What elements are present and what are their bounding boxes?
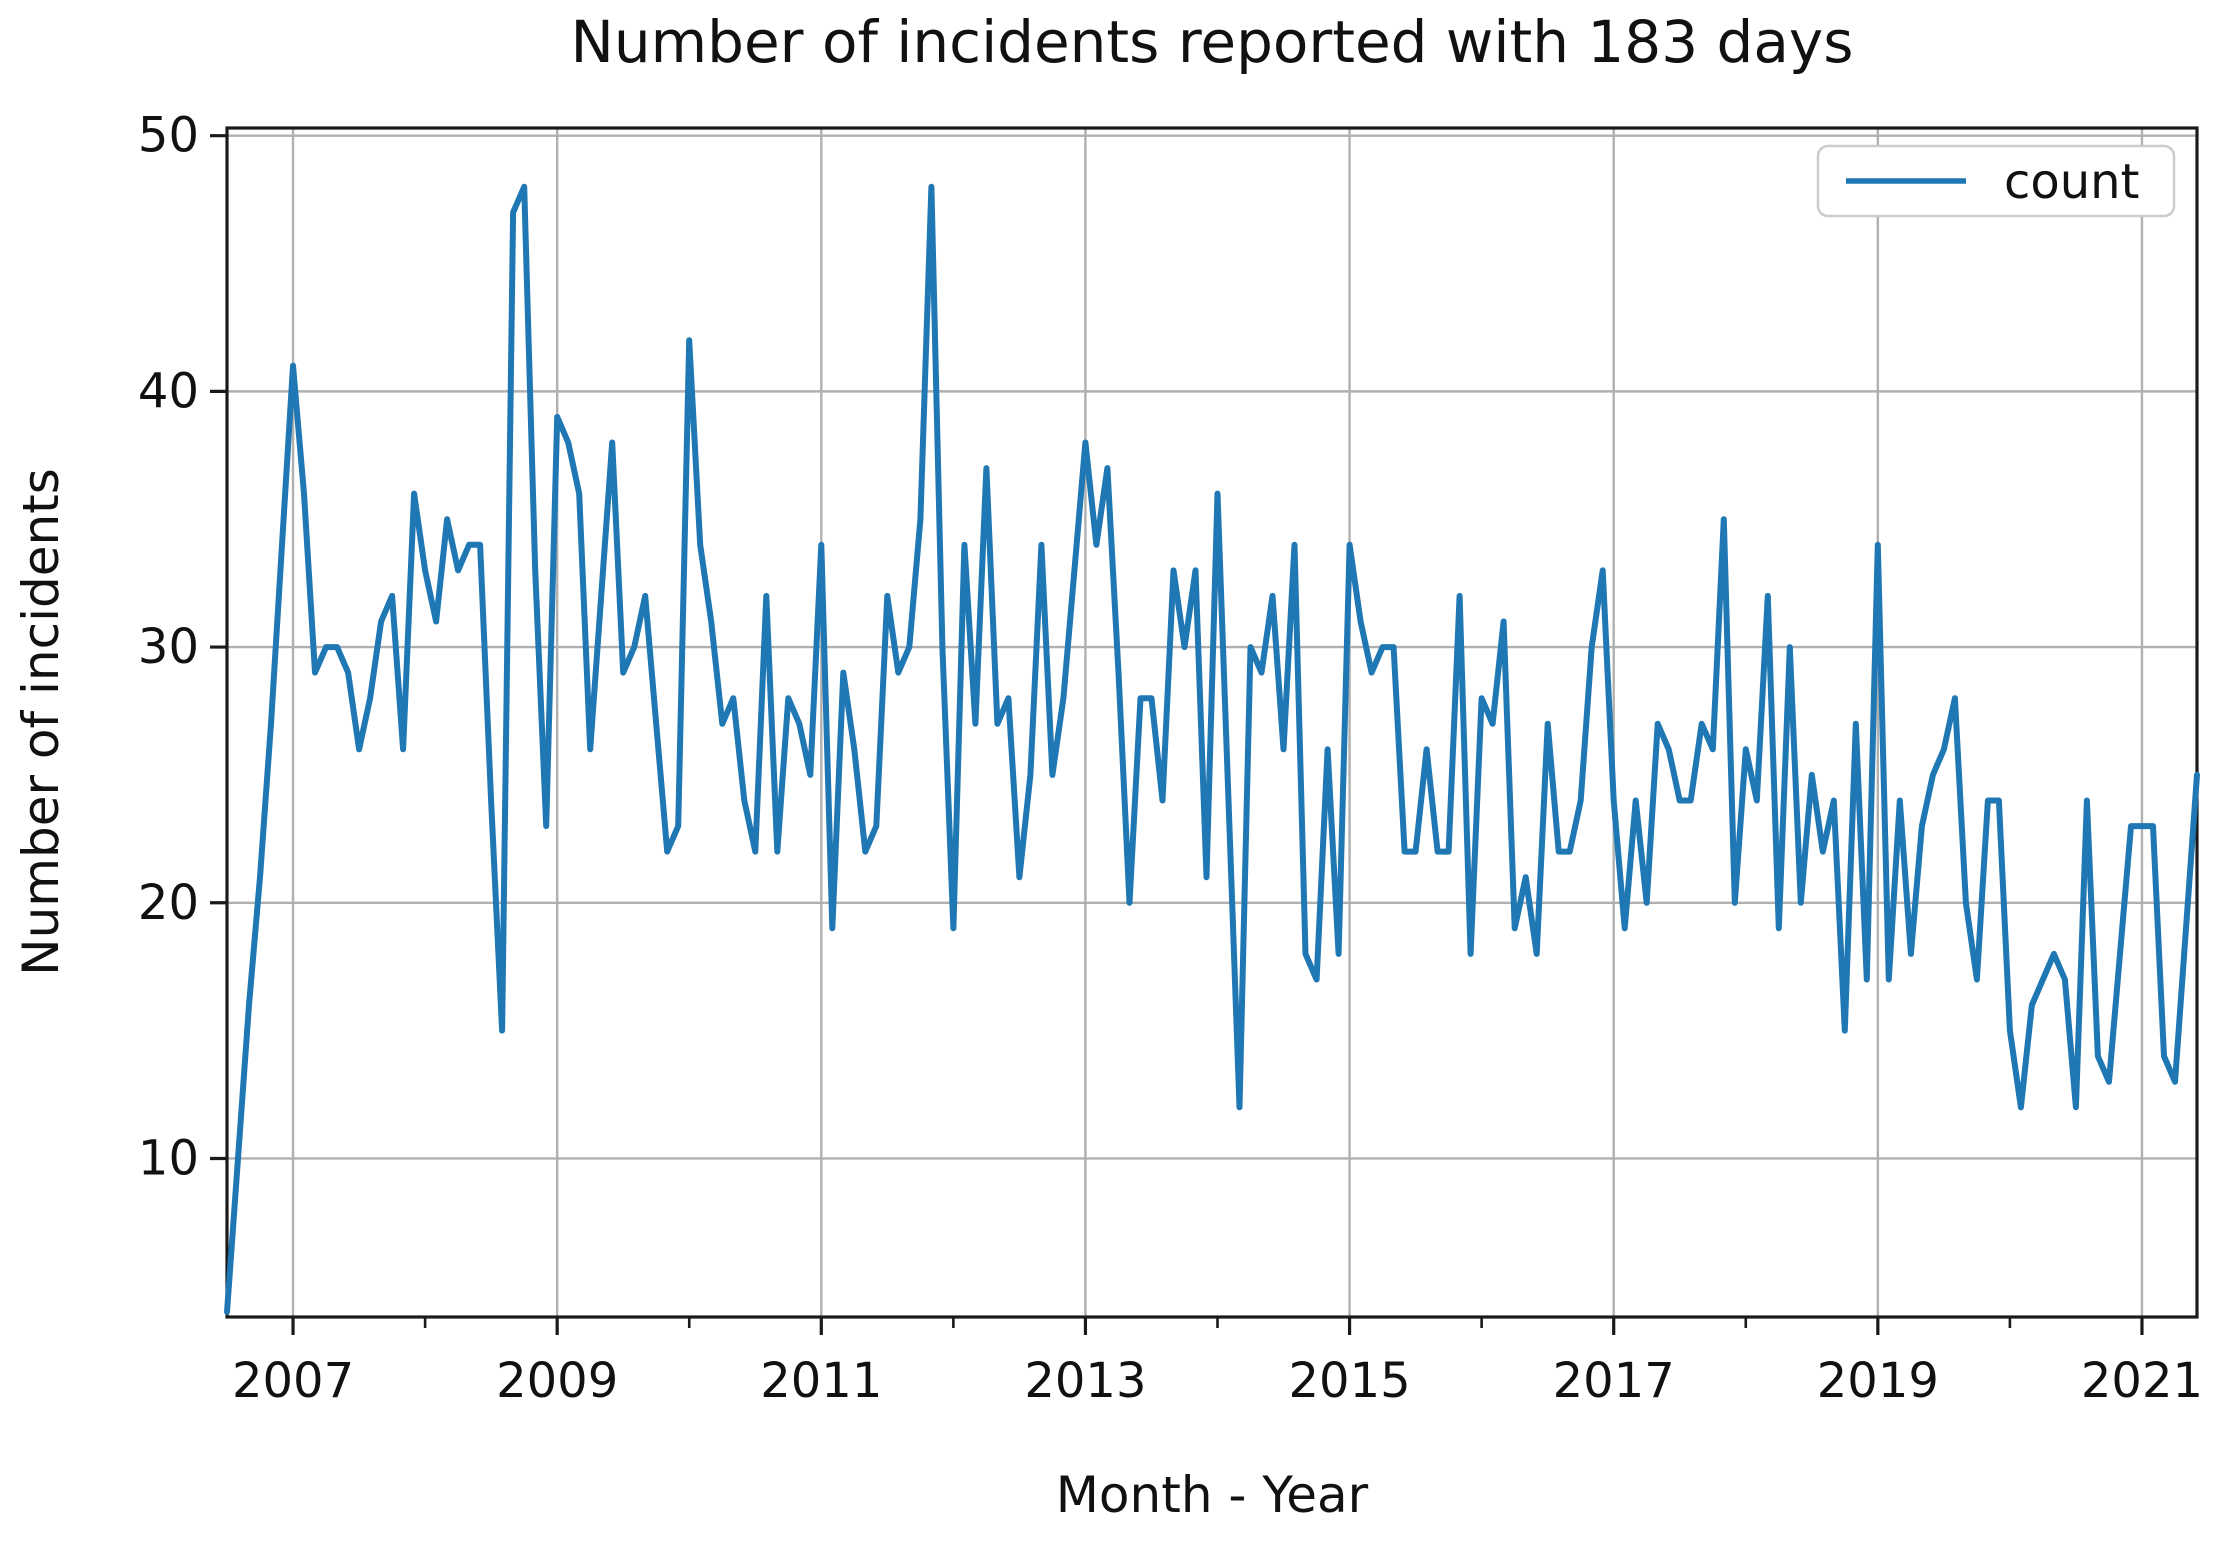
- x-tick-label-2021: 2021: [2081, 1353, 2203, 1409]
- x-tick-label-2017: 2017: [1553, 1353, 1675, 1409]
- x-tick-label-2019: 2019: [1817, 1353, 1939, 1409]
- legend-label-count: count: [2004, 154, 2139, 210]
- gridlines: [227, 128, 2197, 1317]
- y-tick-label-50: 50: [138, 108, 199, 164]
- axis-ticks: [210, 134, 2144, 1335]
- y-tick-label-30: 30: [138, 619, 199, 675]
- y-axis-label: Number of incidents: [12, 468, 70, 976]
- legend: count: [1816, 144, 2176, 218]
- x-tick-label-2011: 2011: [760, 1353, 882, 1409]
- x-tick-label-2009: 2009: [496, 1353, 618, 1409]
- legend-box: [1816, 144, 2176, 218]
- x-axis-label: Month - Year: [1056, 1466, 1369, 1524]
- chart-title: Number of incidents reported with 183 da…: [571, 8, 1854, 76]
- x-tick-label-2013: 2013: [1024, 1353, 1146, 1409]
- count-line: [224, 183, 2200, 1315]
- plot-frame: [225, 126, 2199, 1319]
- y-tick-label-10: 10: [138, 1130, 199, 1186]
- x-tick-label-2015: 2015: [1288, 1353, 1410, 1409]
- tick-labels: 10 20 30 40 50 2007 2009 2011 2013 2015 2017 2019 20…: [138, 108, 2203, 1409]
- x-tick-label-2007: 2007: [232, 1353, 354, 1409]
- y-tick-label-40: 40: [138, 363, 199, 419]
- y-tick-label-20: 20: [138, 875, 199, 931]
